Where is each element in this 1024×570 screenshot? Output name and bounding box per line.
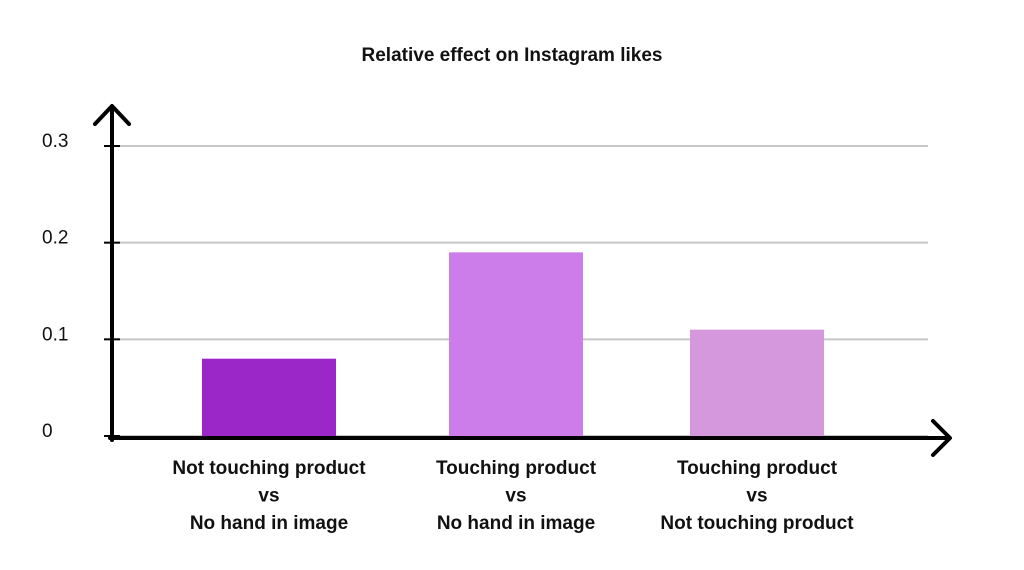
x-tick-label: Touching product [436,458,597,479]
bar [449,252,583,436]
x-tick-label: No hand in image [190,513,348,534]
x-tick-label: No hand in image [437,513,595,534]
y-axis-arrow [93,104,131,126]
y-tick-label: 0.3 [42,131,68,152]
x-tick-label: vs [505,486,526,507]
labels: 0 0.1 0.2 0.3 Not touching product vs No hand … [42,131,854,534]
y-tick-label: 0.1 [42,324,68,345]
bar [202,358,336,436]
y-tick-label: 0 [42,421,53,442]
chart-title: Relative effect on Instagram likes [362,45,663,66]
y-tick-label: 0.2 [42,228,68,249]
x-tick-label: Touching product [677,458,838,479]
x-tick-label: Not touching product [172,458,366,479]
x-tick-label: Not touching product [660,513,854,534]
axes [93,104,952,457]
x-axis-arrow [931,419,952,457]
bars [202,252,824,436]
x-tick-label: vs [746,486,767,507]
x-tick-label: vs [258,486,279,507]
bar [690,329,824,436]
